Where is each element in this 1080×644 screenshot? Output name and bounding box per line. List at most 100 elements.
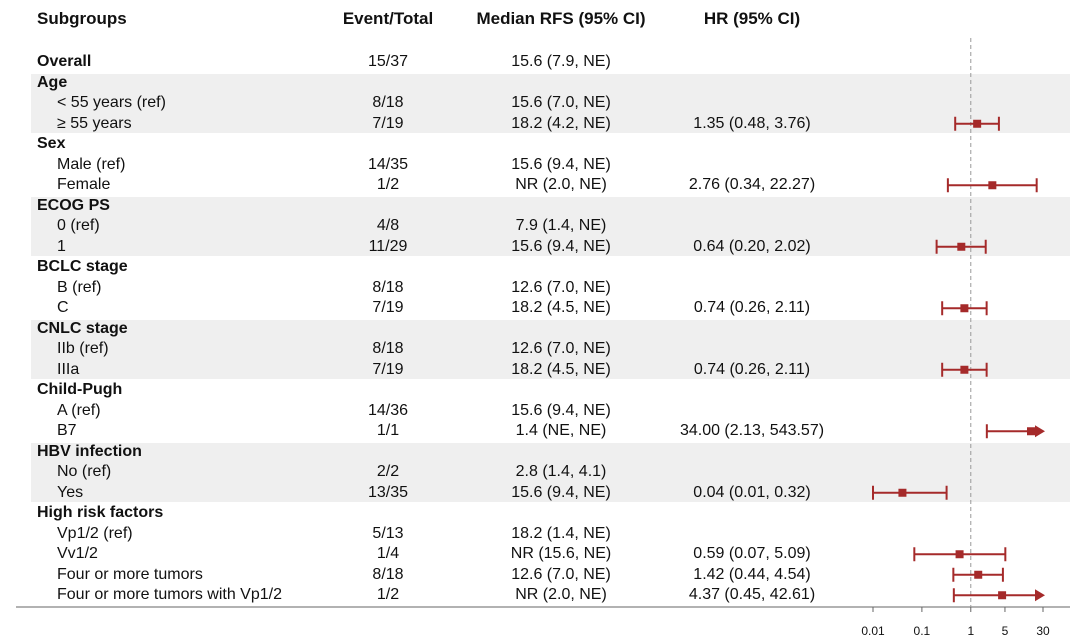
header-event-total: Event/Total	[342, 9, 434, 28]
x-tick-label: 0.01	[861, 624, 885, 638]
row-median: 1.4 (NE, NE)	[515, 422, 607, 440]
row-hr-text: 0.74 (0.26, 2.11)	[693, 299, 811, 317]
row-label: C	[57, 299, 69, 317]
hr-point	[960, 365, 969, 374]
ci-arrow	[1035, 425, 1045, 438]
row-hr-text: 2.76 (0.34, 22.27)	[688, 176, 816, 194]
row-median: 18.2 (4.5, NE)	[511, 299, 611, 317]
row-median: 7.9 (1.4, NE)	[515, 217, 607, 235]
hr-point	[988, 181, 997, 190]
row-label: Overall	[37, 53, 92, 71]
hr-point	[973, 119, 982, 128]
row-label: Male (ref)	[57, 155, 126, 173]
row-label: B7	[57, 422, 77, 440]
row-event-total: 14/36	[367, 401, 409, 419]
row-median: 18.2 (4.5, NE)	[511, 360, 611, 378]
row-event-total: 7/19	[372, 299, 404, 317]
row-hr-text: 0.74 (0.26, 2.11)	[693, 360, 811, 378]
row-label: IIIa	[57, 360, 80, 378]
row-label: Vv1/2	[57, 545, 98, 563]
row-band	[31, 196, 1070, 256]
row-median: 12.6 (7.0, NE)	[511, 340, 611, 358]
row-label: HBV infection	[37, 442, 142, 460]
row-event-total: 1/1	[376, 422, 400, 440]
row-event-total: 14/35	[367, 155, 409, 173]
row-median: 12.6 (7.0, NE)	[511, 278, 611, 296]
row-label: BCLC stage	[37, 258, 128, 276]
row-label: Female	[57, 176, 111, 194]
row-event-total: 7/19	[372, 360, 404, 378]
row-event-total: 2/2	[376, 463, 400, 481]
row-label: No (ref)	[57, 463, 112, 481]
row-label: Child-Pugh	[37, 381, 123, 399]
row-label: 0 (ref)	[57, 217, 100, 235]
row-median: 15.6 (9.4, NE)	[511, 155, 611, 173]
row-label: Yes	[57, 483, 84, 501]
row-label: Four or more tumors with Vp1/2	[57, 586, 282, 604]
row-event-total: 15/37	[367, 53, 409, 71]
row-event-total: 5/13	[372, 524, 404, 542]
row-median: 15.6 (9.4, NE)	[511, 483, 611, 501]
row-median: NR (2.0, NE)	[515, 176, 607, 194]
hr-point	[957, 242, 966, 251]
hr-point	[1027, 427, 1035, 436]
row-hr-text: 1.35 (0.48, 3.76)	[693, 114, 811, 132]
row-median: 18.2 (4.2, NE)	[511, 114, 611, 132]
row-hr-text: 1.42 (0.44, 4.54)	[693, 565, 811, 583]
row-event-total: 1/4	[376, 545, 400, 563]
x-tick-label: 1	[967, 624, 975, 638]
row-event-total: 8/18	[372, 94, 404, 112]
row-label: ≥ 55 years	[57, 114, 132, 132]
row-event-total: 8/18	[372, 340, 404, 358]
row-event-total: 11/29	[368, 237, 408, 255]
hr-point	[960, 304, 969, 313]
row-median: 15.6 (7.0, NE)	[511, 94, 611, 112]
row-label: < 55 years (ref)	[57, 94, 166, 112]
row-label: B (ref)	[57, 278, 102, 296]
row-event-total: 1/2	[376, 176, 400, 194]
row-median: 12.6 (7.0, NE)	[511, 565, 611, 583]
row-hr-text: 0.59 (0.07, 5.09)	[693, 545, 811, 563]
x-tick-label: 30	[1036, 624, 1050, 638]
row-event-total: 13/35	[367, 483, 409, 501]
row-median: 15.6 (7.9, NE)	[511, 53, 611, 71]
row-median: NR (15.6, NE)	[510, 545, 612, 563]
row-median: 18.2 (1.4, NE)	[511, 524, 611, 542]
row-hr-text: 4.37 (0.45, 42.61)	[688, 586, 816, 604]
row-label: Vp1/2 (ref)	[57, 524, 133, 542]
row-label: CNLC stage	[37, 319, 128, 337]
row-median: 15.6 (9.4, NE)	[511, 237, 611, 255]
row-label: Sex	[37, 135, 66, 153]
row-event-total: 8/18	[372, 565, 404, 583]
header-hr: HR (95% CI)	[703, 9, 801, 28]
row-label: Four or more tumors	[57, 565, 203, 583]
row-hr-text: 34.00 (2.13, 543.57)	[679, 422, 825, 440]
row-label: High risk factors	[37, 504, 164, 522]
row-band	[31, 73, 1070, 133]
row-event-total: 8/18	[372, 278, 404, 296]
row-event-total: 7/19	[372, 114, 404, 132]
hr-point	[998, 591, 1007, 600]
header-subgroups: Subgroups	[37, 9, 127, 28]
header-median: Median RFS (95% CI)	[476, 9, 646, 28]
row-label: ECOG PS	[37, 196, 110, 214]
row-median: 2.8 (1.4, 4.1)	[515, 463, 607, 481]
row-median: NR (2.0, NE)	[515, 586, 607, 604]
ci-arrow	[1035, 589, 1045, 602]
hr-point	[955, 550, 964, 559]
row-hr-text: 0.64 (0.20, 2.02)	[693, 237, 811, 255]
hr-point	[974, 570, 983, 579]
row-event-total: 1/2	[376, 586, 400, 604]
row-label: 1	[57, 237, 66, 255]
x-tick-label: 0.1	[913, 624, 931, 638]
row-label: IIb (ref)	[57, 340, 109, 358]
row-label: Age	[37, 73, 68, 91]
row-median: 15.6 (9.4, NE)	[511, 401, 611, 419]
row-hr-text: 0.04 (0.01, 0.32)	[693, 483, 811, 501]
row-label: A (ref)	[57, 401, 101, 419]
row-band	[31, 319, 1070, 379]
row-event-total: 4/8	[376, 217, 400, 235]
x-tick-label: 5	[1001, 624, 1009, 638]
